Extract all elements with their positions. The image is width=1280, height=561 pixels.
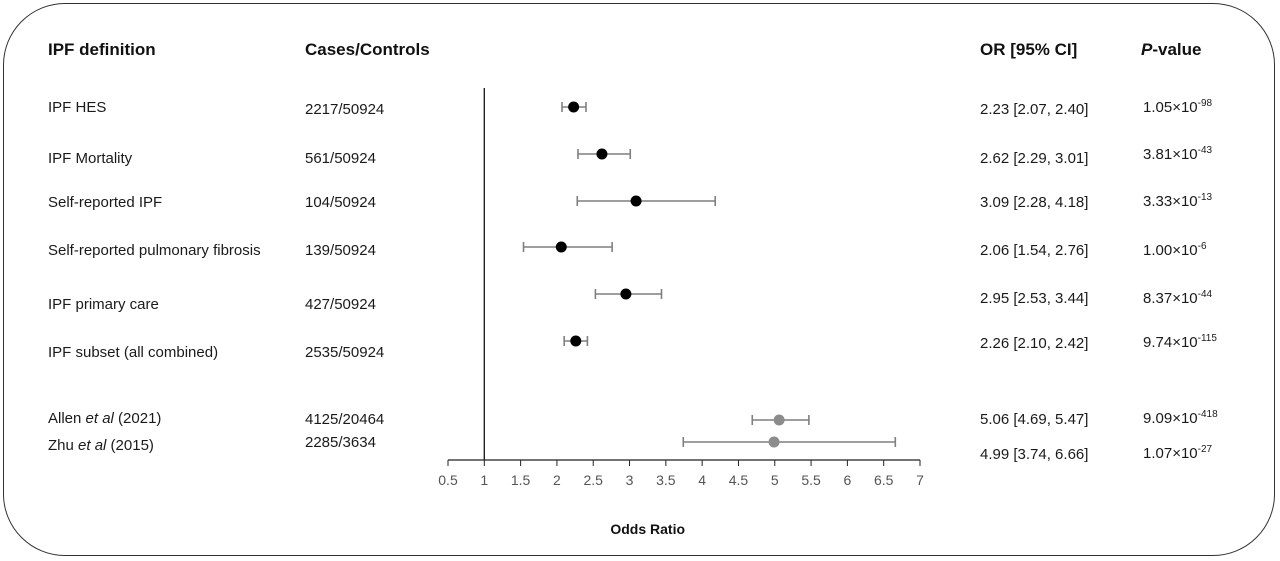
row-p-mantissa: 1.05×10	[1143, 99, 1198, 116]
row-p-exponent: -418	[1197, 409, 1218, 420]
row-p-mantissa: 1.07×10	[1143, 445, 1198, 462]
row-p-value: 9.74×10-115	[1143, 333, 1217, 352]
x-tick-label: 3	[626, 472, 634, 488]
row-p-mantissa: 3.33×10	[1143, 193, 1198, 210]
row-cases-controls: 4125/20464	[305, 411, 385, 428]
row-p-value: 1.05×10-98	[1143, 98, 1213, 117]
row-definition-label: IPF subset (all combined)	[48, 344, 219, 361]
odds-ratio-point	[630, 195, 642, 207]
row-or-ci: 4.99 [3.74, 6.66]	[980, 446, 1089, 463]
x-tick-label: 5	[771, 472, 779, 488]
row-cases-controls: 2535/50924	[305, 344, 385, 361]
row-p-exponent: -43	[1197, 145, 1213, 156]
row-or-ci: 2.95 [2.53, 3.44]	[980, 290, 1089, 307]
row-definition: Self-reported pulmonary fibrosis	[48, 242, 261, 259]
x-tick-label: 7	[916, 472, 924, 488]
row-definition-suffix: (2015)	[106, 437, 154, 454]
row-or-ci: 2.26 [2.10, 2.42]	[980, 335, 1089, 352]
row-p-exponent: -115	[1197, 333, 1217, 344]
row-p-value: 1.07×10-27	[1143, 444, 1213, 463]
header-p-letter: P	[1141, 40, 1153, 59]
odds-ratio-point	[555, 241, 567, 253]
x-axis-label: Odds Ratio	[610, 521, 685, 537]
row-cases-controls: 2217/50924	[305, 101, 385, 118]
odds-ratio-point	[773, 414, 785, 426]
row-definition-label: Self-reported pulmonary fibrosis	[48, 242, 261, 259]
row-definition-label: IPF primary care	[48, 296, 159, 313]
odds-ratio-point	[570, 335, 582, 347]
row-definition: IPF Mortality	[48, 150, 132, 167]
row-cases-controls: 139/50924	[305, 242, 376, 259]
row-definition-label: IPF Mortality	[48, 150, 133, 167]
x-tick-label: 2.5	[583, 472, 603, 488]
row-definition: IPF subset (all combined)	[48, 344, 218, 361]
row-or-ci: 2.06 [1.54, 2.76]	[980, 242, 1089, 259]
row-cases-controls: 2285/3634	[305, 434, 376, 451]
row-definition: Allen et al (2021)	[48, 410, 161, 427]
x-tick-label: 1.5	[511, 472, 531, 488]
row-p-mantissa: 8.37×10	[1143, 290, 1198, 307]
row-definition-italic: et al	[78, 437, 107, 454]
row-p-exponent: -44	[1197, 289, 1213, 300]
row-definition: Self-reported IPF	[48, 194, 162, 211]
x-tick-label: 6.5	[874, 472, 894, 488]
row-or-ci: 2.62 [2.29, 3.01]	[980, 150, 1089, 167]
row-or-ci: 5.06 [4.69, 5.47]	[980, 411, 1089, 428]
row-cases-controls: 561/50924	[305, 150, 376, 167]
x-tick-label: 3.5	[656, 472, 676, 488]
row-p-value: 1.00×10-6	[1143, 241, 1207, 260]
x-tick-label: 5.5	[801, 472, 821, 488]
row-p-exponent: -27	[1197, 444, 1213, 455]
row-p-value: 9.09×10-418	[1143, 409, 1218, 428]
row-p-exponent: -98	[1197, 98, 1213, 109]
header-ipf-definition: IPF definition	[48, 40, 156, 59]
row-definition-label: Zhu	[48, 437, 79, 454]
x-tick-label: 2	[553, 472, 561, 488]
row-definition: IPF HES	[48, 99, 106, 116]
row-p-mantissa: 9.74×10	[1143, 334, 1198, 351]
row-cases-controls: 427/50924	[305, 296, 376, 313]
x-tick-label: 0.5	[438, 472, 458, 488]
x-tick-label: 4	[698, 472, 706, 488]
row-definition-suffix: (2021)	[113, 410, 162, 427]
row-p-mantissa: 3.81×10	[1143, 146, 1198, 163]
row-definition: Zhu et al (2015)	[48, 437, 154, 454]
header-cases-controls: Cases/Controls	[305, 40, 430, 59]
row-p-mantissa: 9.09×10	[1143, 410, 1198, 427]
row-definition-label: IPF HES	[48, 99, 107, 116]
row-p-mantissa: 1.00×10	[1143, 242, 1198, 259]
row-p-exponent: -13	[1197, 192, 1213, 203]
odds-ratio-point	[596, 148, 608, 160]
x-tick-label: 1	[480, 472, 488, 488]
x-tick-label: 4.5	[729, 472, 749, 488]
row-definition-italic: et al	[85, 410, 114, 427]
row-or-ci: 2.23 [2.07, 2.40]	[980, 101, 1089, 118]
odds-ratio-point	[568, 101, 580, 113]
row-p-value: 3.33×10-13	[1143, 192, 1213, 211]
row-or-ci: 3.09 [2.28, 4.18]	[980, 194, 1089, 211]
row-definition-label: Self-reported IPF	[48, 194, 163, 211]
row-cases-controls: 104/50924	[305, 194, 376, 211]
odds-ratio-point	[620, 288, 632, 300]
row-definition: IPF primary care	[48, 296, 159, 313]
figure-frame	[3, 3, 1275, 556]
row-p-value: 8.37×10-44	[1143, 289, 1213, 308]
row-definition-label: Allen	[48, 410, 86, 427]
row-p-exponent: -6	[1197, 241, 1207, 252]
odds-ratio-point	[768, 436, 780, 448]
header-p-rest: -value	[1152, 40, 1202, 59]
header-or-ci: OR [95% CI]	[980, 40, 1078, 59]
x-tick-label: 6	[843, 472, 851, 488]
header-p-value: P-value	[1141, 40, 1201, 60]
row-p-value: 3.81×10-43	[1143, 145, 1213, 164]
